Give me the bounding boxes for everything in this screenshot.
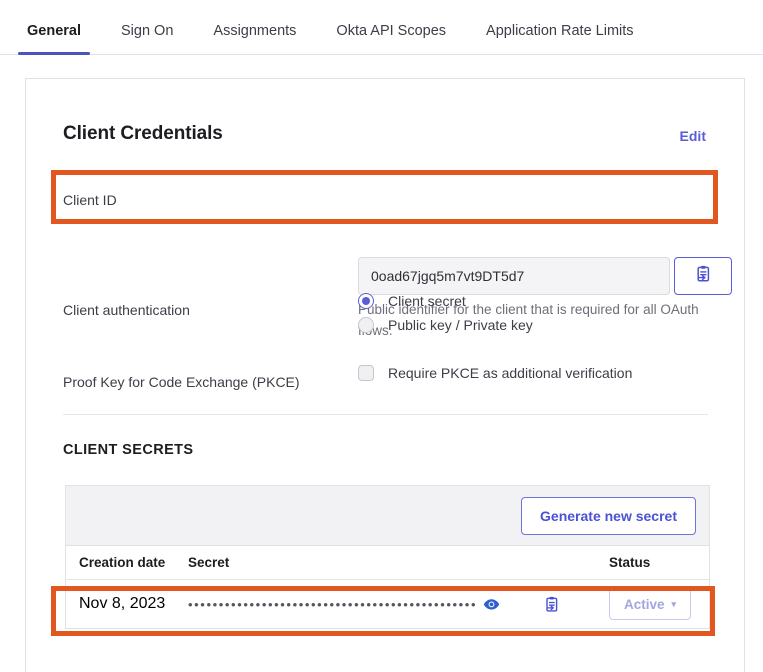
generate-new-secret-label: Generate new secret [540, 507, 677, 524]
copy-to-clipboard-icon [695, 265, 712, 288]
tab-bar: General Sign On Assignments Okta API Sco… [0, 0, 763, 55]
status-dropdown[interactable]: Active ▾ [609, 588, 691, 620]
column-header-creation-date: Creation date [79, 555, 166, 570]
client-credentials-card: Client Credentials Edit Client ID 0oad67… [25, 78, 745, 672]
tab-general-label: General [27, 23, 81, 39]
edit-button[interactable]: Edit [679, 128, 706, 144]
radio-unselected-icon [358, 317, 374, 333]
tab-sign-on-label: Sign On [121, 23, 174, 39]
tab-okta-api-scopes-label: Okta API Scopes [336, 23, 447, 39]
client-id-value: 0oad67jgq5m7vt9DT5d7 [358, 257, 670, 295]
radio-client-secret[interactable]: Client secret [358, 293, 466, 309]
cell-creation-date: Nov 8, 2023 [79, 595, 166, 612]
cell-status: Active ▾ [609, 588, 709, 620]
copy-secret-button[interactable] [544, 596, 560, 613]
column-header-status: Status [609, 555, 651, 570]
client-secrets-table: Generate new secret Creation date Secret… [65, 485, 710, 629]
checkbox-require-pkce-label: Require PKCE as additional verification [388, 365, 633, 381]
copy-client-id-button[interactable] [674, 257, 732, 295]
tab-general[interactable]: General [18, 23, 90, 55]
radio-client-secret-label: Client secret [388, 293, 466, 309]
chevron-down-icon: ▾ [671, 598, 677, 609]
client-secrets-toolbar: Generate new secret [66, 486, 709, 546]
radio-selected-icon [358, 293, 374, 309]
radio-public-private-key-label: Public key / Private key [388, 317, 533, 333]
page-title: Client Credentials [63, 123, 223, 144]
tab-assignments[interactable]: Assignments [213, 23, 296, 54]
eye-icon[interactable] [483, 598, 500, 611]
radio-public-private-key[interactable]: Public key / Private key [358, 317, 533, 333]
status-badge: Active [623, 596, 665, 612]
tab-application-rate-limits-label: Application Rate Limits [486, 23, 634, 39]
checkbox-unchecked-icon [358, 365, 374, 381]
cell-secret: ••••••••••••••••••••••••••••••••••••••••… [188, 596, 609, 613]
tab-application-rate-limits[interactable]: Application Rate Limits [486, 23, 634, 54]
pkce-label: Proof Key for Code Exchange (PKCE) [63, 374, 300, 390]
client-secrets-title: CLIENT SECRETS [63, 442, 194, 458]
table-row: Nov 8, 2023 ••••••••••••••••••••••••••••… [66, 580, 709, 628]
tab-okta-api-scopes[interactable]: Okta API Scopes [336, 23, 446, 54]
client-id-label: Client ID [63, 192, 117, 208]
column-header-secret: Secret [188, 555, 230, 570]
checkbox-require-pkce[interactable]: Require PKCE as additional verification [358, 365, 632, 381]
secret-masked-value: ••••••••••••••••••••••••••••••••••••••••… [188, 596, 478, 612]
section-divider [63, 414, 708, 415]
generate-new-secret-button[interactable]: Generate new secret [521, 496, 696, 535]
client-authentication-label: Client authentication [63, 302, 190, 318]
table-header-row: Creation date Secret Status [66, 546, 709, 580]
tab-sign-on[interactable]: Sign On [121, 23, 173, 54]
tab-assignments-label: Assignments [213, 23, 297, 39]
